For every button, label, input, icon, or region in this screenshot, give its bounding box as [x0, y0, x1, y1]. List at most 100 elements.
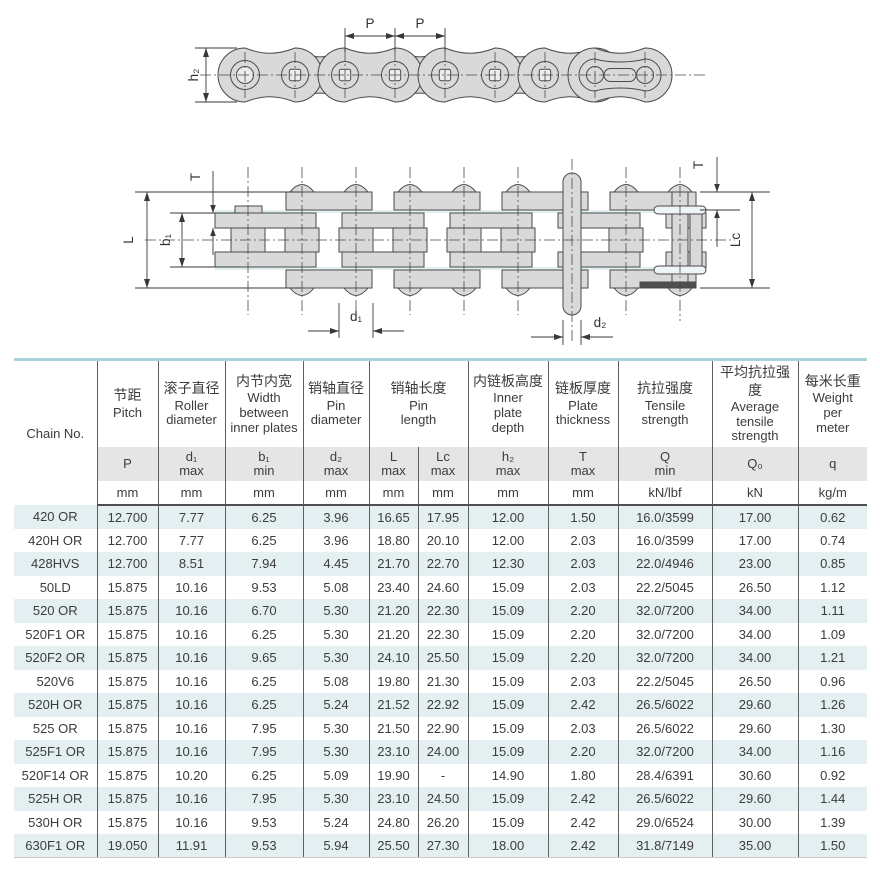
- cell: 1.12: [820, 579, 846, 595]
- table-row: 420 OR 12.700 7.77 6.25 3.96 16.65 17.95 12.00 1…: [14, 505, 867, 529]
- centerlines: [145, 159, 735, 341]
- cell: 15.875: [97, 599, 159, 623]
- unit-cell: mm: [418, 481, 469, 506]
- cell: 9.53: [225, 810, 304, 834]
- cell: 2.03: [548, 528, 619, 552]
- column-header-tensile-strength: 抗拉强度 Tensile strength: [618, 361, 713, 447]
- roller-chain-plan-view: L b₁ T d₁ d₂ T: [121, 157, 770, 345]
- spec-table: Chain No. 节距 Pitch 滚子直径 Roller diameter …: [14, 361, 867, 858]
- cell: 24.00: [418, 740, 469, 764]
- cell: 17.00: [712, 505, 799, 529]
- cell: 22.2/5045: [618, 669, 713, 693]
- dim-label-b1: b₁: [158, 234, 173, 247]
- table-row: 525H OR 15.875 10.16 7.95 5.30 23.10 24.50 15.0…: [14, 787, 867, 811]
- cell: 5.30: [303, 787, 370, 811]
- cell: 19.90: [369, 763, 419, 787]
- cell: 22.92: [418, 693, 469, 717]
- cell: 18.80: [369, 528, 419, 552]
- cell: 520H OR: [14, 693, 98, 717]
- cell: 16.0/3599: [618, 528, 713, 552]
- cell: 12.700: [97, 505, 159, 529]
- cell: 15.875: [97, 575, 159, 599]
- cell: 7.95: [225, 787, 304, 811]
- cell: 2.20: [548, 622, 619, 646]
- cell: 5.09: [303, 763, 370, 787]
- centerlines: [200, 50, 705, 98]
- column-header-weight-per-meter: 每米长重 Weight per meter: [804, 372, 861, 435]
- cell: 5.94: [303, 834, 370, 858]
- table-row: 525F1 OR 15.875 10.16 7.95 5.30 23.10 24.00 15.…: [14, 740, 867, 764]
- cell: 10.16: [158, 693, 226, 717]
- cell: 15.09: [468, 622, 549, 646]
- cell: 6.25: [225, 622, 304, 646]
- cell: 12.700: [97, 528, 159, 552]
- cell: 15.09: [468, 693, 549, 717]
- unit-cell: mm: [468, 481, 549, 506]
- cell: 22.30: [418, 622, 469, 646]
- cell: 5.30: [303, 646, 370, 670]
- dim-label-t-left: T: [188, 173, 203, 181]
- cell: 6.25: [225, 505, 304, 529]
- spec-table-body: 420 OR 12.700 7.77 6.25 3.96 16.65 17.95 12.00 1…: [14, 505, 867, 858]
- cell: 6.25: [225, 693, 304, 717]
- cell: 2.42: [548, 834, 619, 858]
- cell: 22.0/4946: [618, 552, 713, 576]
- cell: 24.10: [369, 646, 419, 670]
- column-header-inner-width: 内节内宽 Width between inner plates: [225, 361, 304, 447]
- spec-table-wrap: Chain No. 节距 Pitch 滚子直径 Roller diameter …: [14, 358, 867, 858]
- cell: 0.62: [820, 509, 846, 525]
- header-row-names: Chain No. 节距 Pitch 滚子直径 Roller diameter …: [14, 361, 867, 505]
- unit-cell: kg/m: [798, 481, 867, 506]
- cell: 15.875: [97, 646, 159, 670]
- cell: 30.00: [712, 810, 799, 834]
- cell: 1.30: [820, 720, 846, 736]
- cell: 15.09: [468, 810, 549, 834]
- table-row: 520 OR 15.875 10.16 6.70 5.30 21.20 22.30 15.09…: [14, 599, 867, 623]
- dim-label-d1: d₁: [350, 309, 363, 324]
- cell: 15.09: [468, 787, 549, 811]
- cell: 29.60: [712, 787, 799, 811]
- cell: 17.00: [712, 528, 799, 552]
- cell: 21.20: [369, 599, 419, 623]
- cell: 15.875: [97, 693, 159, 717]
- cell: 3.96: [303, 505, 370, 529]
- cell: 1.16: [820, 744, 846, 760]
- cell: 9.65: [225, 646, 304, 670]
- table-row: 428HVS 12.700 8.51 7.94 4.45 21.70 22.70 12.30 2…: [14, 552, 867, 576]
- cell: 520F14 OR: [14, 763, 98, 787]
- cell: 15.09: [468, 599, 549, 623]
- table-row: 520V6 15.875 10.16 6.25 5.08 19.80 21.30 15.09 2…: [14, 669, 867, 693]
- cell: 32.0/7200: [618, 646, 713, 670]
- cell: 19.050: [97, 834, 159, 858]
- cell: 35.00: [712, 834, 799, 858]
- cell: 32.0/7200: [618, 740, 713, 764]
- cell: 1.50: [798, 834, 867, 858]
- cell: 6.70: [225, 599, 304, 623]
- cell: 23.10: [369, 740, 419, 764]
- dim-label-p-right: P: [415, 16, 424, 31]
- cell: 5.24: [303, 810, 370, 834]
- cell: 15.09: [468, 646, 549, 670]
- cell: 15.875: [97, 669, 159, 693]
- column-header-pin-length: 销轴长度 Pin length: [369, 361, 469, 447]
- column-header-inner-plate-depth: 内链板高度 Inner plate depth: [468, 361, 549, 447]
- cell: 1.11: [820, 603, 845, 619]
- cell: 32.0/7200: [618, 622, 713, 646]
- column-header-pitch: 节距 Pitch: [97, 361, 159, 447]
- cell: 7.94: [225, 552, 304, 576]
- spring-clip-strip: [639, 281, 697, 289]
- cell: 3.96: [303, 528, 370, 552]
- cell: 19.80: [369, 669, 419, 693]
- cell: 26.50: [712, 575, 799, 599]
- symbol-d2: d₂ max: [303, 447, 370, 481]
- unit-cell: mm: [158, 481, 226, 506]
- table-row: 525 OR 15.875 10.16 7.95 5.30 21.50 22.90 15.09…: [14, 716, 867, 740]
- cell: 7.95: [225, 716, 304, 740]
- symbol-q: q: [798, 447, 867, 481]
- cell: 7.77: [158, 528, 226, 552]
- cell: 10.16: [158, 716, 226, 740]
- column-header-average-tensile-strength: 平均抗拉强度 Average tensile strength: [712, 361, 799, 447]
- cell: 1.26: [820, 697, 846, 713]
- cell: 9.53: [225, 575, 304, 599]
